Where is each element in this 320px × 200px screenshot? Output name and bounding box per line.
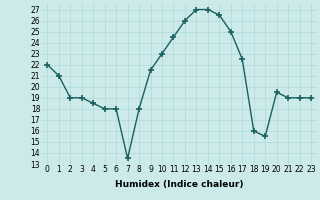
X-axis label: Humidex (Indice chaleur): Humidex (Indice chaleur) xyxy=(115,180,244,189)
